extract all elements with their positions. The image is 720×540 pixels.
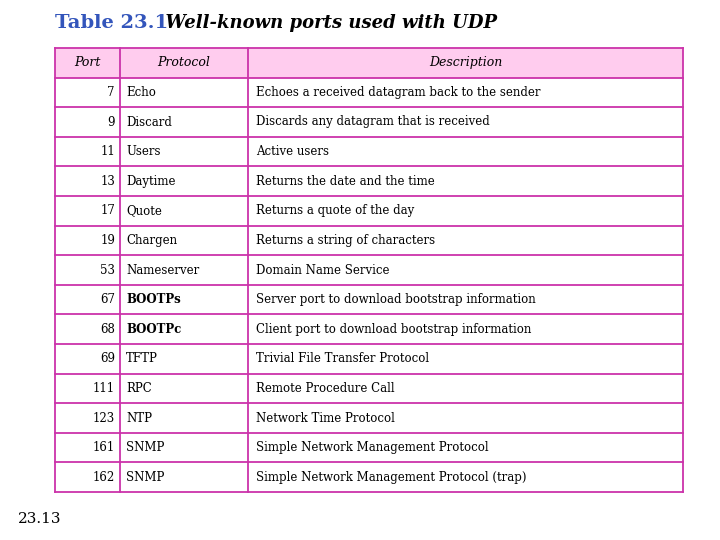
Text: 23.13: 23.13 [18,512,61,526]
Text: 123: 123 [93,411,115,424]
Text: Server port to download bootstrap information: Server port to download bootstrap inform… [256,293,536,306]
Text: Domain Name Service: Domain Name Service [256,264,390,276]
Text: Discards any datagram that is received: Discards any datagram that is received [256,116,490,129]
Text: SNMP: SNMP [126,471,164,484]
Text: Simple Network Management Protocol: Simple Network Management Protocol [256,441,489,454]
Text: Users: Users [126,145,161,158]
Text: Protocol: Protocol [158,56,210,69]
Text: 9: 9 [107,116,115,129]
Text: Daytime: Daytime [126,175,176,188]
Text: 161: 161 [93,441,115,454]
Text: Active users: Active users [256,145,329,158]
Text: Port: Port [74,56,101,69]
Text: Discard: Discard [126,116,172,129]
Text: RPC: RPC [126,382,152,395]
Text: Returns a quote of the day: Returns a quote of the day [256,204,414,217]
Text: Network Time Protocol: Network Time Protocol [256,411,395,424]
Text: Returns a string of characters: Returns a string of characters [256,234,435,247]
Text: NTP: NTP [126,411,152,424]
Text: Simple Network Management Protocol (trap): Simple Network Management Protocol (trap… [256,471,526,484]
Text: Client port to download bootstrap information: Client port to download bootstrap inform… [256,323,531,336]
Text: Remote Procedure Call: Remote Procedure Call [256,382,395,395]
Text: 111: 111 [93,382,115,395]
Text: Trivial File Transfer Protocol: Trivial File Transfer Protocol [256,352,429,365]
Bar [55,48,683,78]
Text: 19: 19 [100,234,115,247]
Text: Returns the date and the time: Returns the date and the time [256,175,435,188]
Text: 69: 69 [100,352,115,365]
Text: BOOTPs: BOOTPs [126,293,181,306]
Text: Echoes a received datagram back to the sender: Echoes a received datagram back to the s… [256,86,541,99]
Text: 11: 11 [100,145,115,158]
Text: Well-known ports used with UDP: Well-known ports used with UDP [153,14,497,32]
Text: Description: Description [429,56,502,69]
Text: 68: 68 [100,323,115,336]
Text: 7: 7 [107,86,115,99]
Text: TFTP: TFTP [126,352,158,365]
Text: Table 23.1: Table 23.1 [55,14,168,32]
Text: BOOTPc: BOOTPc [126,323,181,336]
Text: SNMP: SNMP [126,441,164,454]
Text: 17: 17 [100,204,115,217]
Text: Nameserver: Nameserver [126,264,199,276]
Text: 162: 162 [93,471,115,484]
Text: Echo: Echo [126,86,156,99]
Text: Chargen: Chargen [126,234,177,247]
Text: 67: 67 [100,293,115,306]
Text: Quote: Quote [126,204,162,217]
Text: 13: 13 [100,175,115,188]
Text: 53: 53 [100,264,115,276]
